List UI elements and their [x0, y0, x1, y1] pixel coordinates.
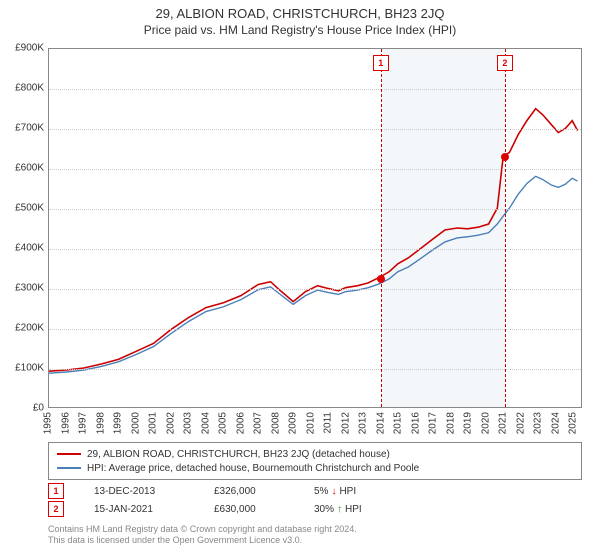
x-tick-label: 1996: [60, 412, 71, 434]
x-tick-label: 2023: [533, 412, 544, 434]
x-tick-label: 2018: [445, 412, 456, 434]
sale-price: £630,000: [214, 504, 314, 515]
x-tick-label: 2001: [148, 412, 159, 434]
series-price_paid: [49, 109, 578, 372]
x-tick-label: 2006: [235, 412, 246, 434]
sale-change-pct: 30%: [314, 504, 334, 515]
gridline: [49, 129, 581, 130]
sale-date: 15-JAN-2021: [94, 504, 214, 515]
x-tick-label: 2025: [568, 412, 579, 434]
x-tick-label: 2003: [183, 412, 194, 434]
gridline: [49, 369, 581, 370]
y-tick-label: £600K: [0, 163, 44, 174]
x-tick-label: 2021: [498, 412, 509, 434]
gridline: [49, 89, 581, 90]
y-tick-label: £0: [0, 403, 44, 414]
x-tick-label: 2010: [305, 412, 316, 434]
legend-box: 29, ALBION ROAD, CHRISTCHURCH, BH23 2JQ …: [48, 442, 582, 480]
gridline: [49, 209, 581, 210]
sale-index-box: 2: [48, 501, 64, 517]
gridline: [49, 329, 581, 330]
sale-change-pct: 5%: [314, 486, 328, 497]
x-tick-label: 2024: [550, 412, 561, 434]
x-tick-label: 2004: [200, 412, 211, 434]
x-tick-label: 2014: [375, 412, 386, 434]
legend-item: HPI: Average price, detached house, Bour…: [57, 461, 573, 475]
sale-change: 5%↓HPI: [314, 486, 424, 497]
legend-swatch: [57, 453, 81, 455]
x-tick-label: 2005: [218, 412, 229, 434]
footer-line2: This data is licensed under the Open Gov…: [48, 535, 582, 546]
gridline: [49, 289, 581, 290]
x-tick-label: 1999: [113, 412, 124, 434]
legend-item: 29, ALBION ROAD, CHRISTCHURCH, BH23 2JQ …: [57, 447, 573, 461]
y-tick-label: £100K: [0, 363, 44, 374]
y-tick-label: £900K: [0, 43, 44, 54]
sale-change-label: HPI: [345, 504, 362, 515]
sale-marker-label: 2: [497, 55, 513, 71]
y-tick-label: £500K: [0, 203, 44, 214]
y-tick-label: £200K: [0, 323, 44, 334]
arrow-down-icon: ↓: [331, 486, 336, 497]
sale-dot: [377, 275, 385, 283]
footer-line1: Contains HM Land Registry data © Crown c…: [48, 524, 582, 535]
sale-vline: [381, 49, 382, 407]
y-tick-label: £300K: [0, 283, 44, 294]
x-tick-label: 2017: [428, 412, 439, 434]
x-tick-label: 2000: [130, 412, 141, 434]
chart-container: 29, ALBION ROAD, CHRISTCHURCH, BH23 2JQ …: [0, 0, 600, 560]
y-tick-label: £700K: [0, 123, 44, 134]
sale-marker-label: 1: [373, 55, 389, 71]
footer-attribution: Contains HM Land Registry data © Crown c…: [48, 524, 582, 547]
x-tick-label: 2002: [165, 412, 176, 434]
sale-row: 1 13-DEC-2013£326,0005%↓HPI: [48, 482, 582, 500]
sale-price: £326,000: [214, 486, 314, 497]
legend-swatch: [57, 467, 81, 469]
chart-svg: [49, 49, 581, 407]
x-tick-label: 2012: [340, 412, 351, 434]
sale-vline: [505, 49, 506, 407]
x-tick-label: 1997: [78, 412, 89, 434]
y-tick-label: £400K: [0, 243, 44, 254]
x-tick-label: 2019: [463, 412, 474, 434]
x-tick-label: 2008: [270, 412, 281, 434]
sale-row: 2 15-JAN-2021£630,00030%↑HPI: [48, 500, 582, 518]
sale-index-box: 1: [48, 483, 64, 499]
sale-change: 30%↑HPI: [314, 504, 424, 515]
x-tick-label: 2022: [515, 412, 526, 434]
x-tick-label: 2020: [480, 412, 491, 434]
x-tick-label: 2007: [253, 412, 264, 434]
gridline: [49, 169, 581, 170]
x-tick-label: 2015: [393, 412, 404, 434]
x-tick-label: 2013: [358, 412, 369, 434]
chart-subtitle: Price paid vs. HM Land Registry's House …: [0, 21, 600, 41]
sale-dot: [501, 153, 509, 161]
x-tick-label: 1998: [95, 412, 106, 434]
x-tick-label: 2016: [410, 412, 421, 434]
sales-table: 113-DEC-2013£326,0005%↓HPI215-JAN-2021£6…: [48, 482, 582, 518]
sale-date: 13-DEC-2013: [94, 486, 214, 497]
legend-text: HPI: Average price, detached house, Bour…: [87, 463, 419, 474]
sale-change-label: HPI: [339, 486, 356, 497]
x-tick-label: 2009: [288, 412, 299, 434]
arrow-up-icon: ↑: [337, 504, 342, 515]
plot-area: 12: [48, 48, 582, 408]
x-tick-label: 2011: [323, 412, 334, 434]
y-tick-label: £800K: [0, 83, 44, 94]
legend-text: 29, ALBION ROAD, CHRISTCHURCH, BH23 2JQ …: [87, 449, 390, 460]
chart-title: 29, ALBION ROAD, CHRISTCHURCH, BH23 2JQ: [0, 0, 600, 21]
x-tick-label: 1995: [43, 412, 54, 434]
gridline: [49, 249, 581, 250]
